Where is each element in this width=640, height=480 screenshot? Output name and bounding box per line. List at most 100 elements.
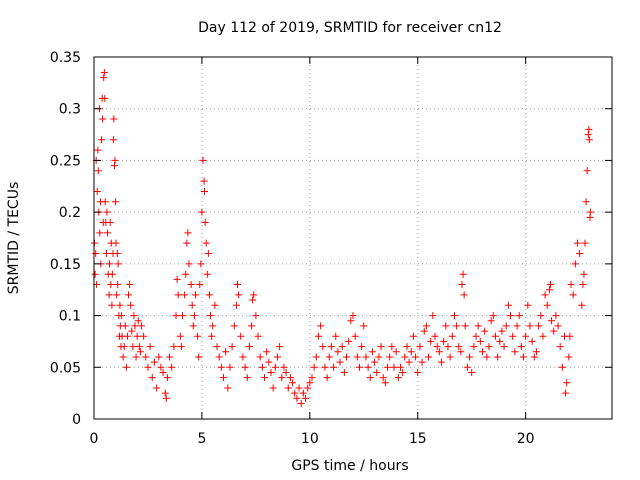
data-point	[153, 384, 161, 392]
data-point	[360, 322, 368, 330]
data-point	[194, 332, 202, 340]
data-point	[174, 291, 182, 299]
data-point	[455, 343, 463, 351]
data-point	[93, 187, 101, 195]
data-point	[190, 312, 198, 320]
data-point	[199, 156, 207, 164]
data-point	[108, 270, 116, 278]
data-point	[148, 374, 156, 382]
data-point	[429, 312, 437, 320]
y-tick-label: 0.15	[50, 257, 81, 273]
data-point	[106, 260, 114, 268]
data-point	[144, 363, 152, 371]
data-point	[546, 281, 554, 289]
data-point	[189, 322, 197, 330]
data-point	[351, 332, 359, 340]
data-point	[345, 337, 353, 345]
data-point	[126, 281, 134, 289]
data-point	[249, 296, 257, 304]
data-point	[526, 322, 534, 330]
data-point	[252, 312, 260, 320]
data-point	[108, 301, 116, 309]
data-point	[100, 74, 108, 82]
data-point	[114, 281, 122, 289]
data-point	[92, 250, 100, 258]
data-point	[121, 322, 129, 330]
data-point	[314, 332, 322, 340]
data-point	[425, 353, 433, 361]
data-point	[392, 348, 400, 356]
data-point	[183, 239, 191, 247]
data-point	[479, 348, 486, 356]
data-point	[96, 229, 104, 237]
data-point	[362, 353, 370, 361]
data-point	[181, 291, 189, 299]
data-point	[558, 363, 566, 371]
data-point	[381, 379, 389, 387]
data-point	[129, 343, 137, 351]
data-point	[513, 322, 521, 330]
data-point	[119, 353, 127, 361]
data-point	[263, 348, 271, 356]
data-point	[396, 363, 404, 371]
data-point	[123, 332, 131, 340]
data-point	[177, 343, 185, 351]
data-point	[388, 343, 396, 351]
data-point	[375, 353, 383, 361]
data-point	[582, 198, 590, 206]
data-point	[405, 358, 413, 366]
data-point	[325, 353, 333, 361]
data-point	[113, 291, 121, 299]
data-point	[295, 384, 303, 392]
data-point	[537, 312, 545, 320]
data-point	[446, 353, 454, 361]
data-point	[168, 363, 176, 371]
tick-labels: 0 0.05 0.1 0.15 0.2 0.25 0.3 0.35 0 5 10 15 20	[50, 50, 535, 447]
data-point	[476, 337, 484, 345]
data-point	[239, 353, 247, 361]
x-tick-label: 15	[409, 431, 427, 447]
data-point	[489, 312, 497, 320]
data-point	[459, 270, 467, 278]
data-point	[127, 301, 135, 309]
data-point	[579, 281, 587, 289]
data-point	[379, 374, 387, 382]
data-point	[109, 136, 117, 144]
data-point	[188, 301, 196, 309]
x-axis-label: GPS time / hours	[291, 458, 408, 474]
data-point	[157, 363, 165, 371]
x-tick-label: 0	[90, 431, 99, 447]
data-point	[442, 322, 450, 330]
data-point	[407, 348, 415, 356]
grid-lines	[94, 57, 612, 419]
data-point	[576, 250, 584, 258]
data-point	[330, 363, 338, 371]
data-point	[498, 327, 506, 335]
y-axis-label: SRMTID / TECUs	[6, 182, 22, 295]
data-point	[235, 291, 243, 299]
data-point	[569, 291, 577, 299]
data-point	[98, 136, 106, 144]
data-point	[565, 353, 573, 361]
y-tick-label: 0	[72, 412, 81, 428]
data-point	[282, 368, 290, 376]
data-point	[159, 368, 167, 376]
data-point	[371, 358, 379, 366]
data-point	[173, 275, 181, 283]
data-point	[327, 343, 335, 351]
data-point	[340, 368, 348, 376]
data-point	[207, 312, 215, 320]
data-point	[166, 353, 174, 361]
data-point	[280, 363, 288, 371]
data-point	[520, 353, 528, 361]
data-point	[545, 286, 553, 294]
data-point	[461, 322, 469, 330]
data-points	[90, 69, 594, 407]
data-point	[437, 358, 445, 366]
data-point	[135, 343, 143, 351]
data-point	[256, 353, 264, 361]
data-point	[128, 327, 136, 335]
data-point	[162, 394, 170, 402]
data-point	[366, 374, 374, 382]
data-point	[412, 353, 420, 361]
